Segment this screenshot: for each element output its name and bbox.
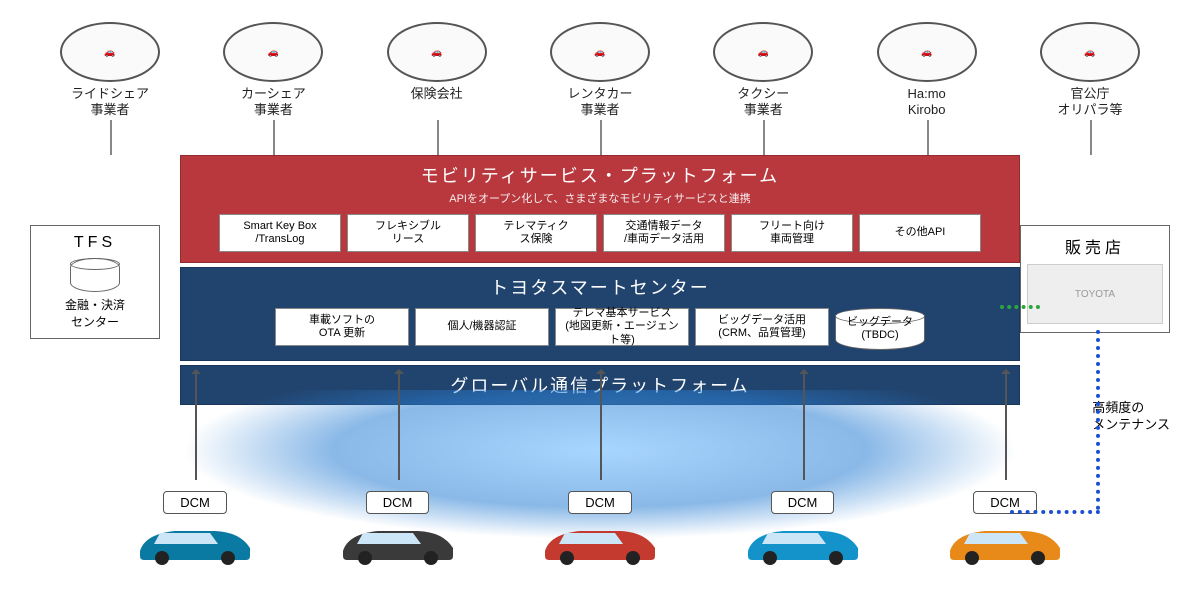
partner-label: レンタカー事業者 (567, 86, 632, 117)
side-dealer: 販売店 TOYOTA (1020, 225, 1170, 333)
api-pill: Smart Key Box/TransLog (219, 214, 341, 252)
vehicle: DCM (120, 491, 270, 566)
connector-line (927, 120, 929, 155)
partner-icon: 🚗 (713, 22, 813, 82)
db-icon (70, 258, 120, 292)
vehicle: DCM (525, 491, 675, 566)
api-pill: フレキシブルリース (347, 214, 469, 252)
maintenance-note: 高頻度のメンテナンス (1092, 400, 1170, 434)
car-icon (738, 516, 868, 566)
partner-oval: 🚗 カーシェア事業者 (203, 22, 343, 117)
dealer-heading: 販売店 (1027, 234, 1163, 258)
vehicle: DCM (728, 491, 878, 566)
layer-title: モビリティサービス・プラットフォーム (191, 162, 1009, 188)
partner-oval: 🚗 ライドシェア事業者 (40, 22, 180, 117)
arrow-to-dealer-blue (1096, 330, 1100, 510)
partner-oval: 🚗 官公庁オリパラ等 (1020, 22, 1160, 117)
service-pill: 個人/機器認証 (415, 308, 549, 346)
partner-oval: 🚗 タクシー事業者 (693, 22, 833, 117)
partner-label: Ha:moKirobo (907, 86, 945, 117)
dealer-image: TOYOTA (1027, 264, 1163, 324)
car-icon (535, 516, 665, 566)
partner-icon: 🚗 (1040, 22, 1140, 82)
vehicle: DCM (323, 491, 473, 566)
layer-subtitle: APIをオープン化して、さまざまなモビリティサービスと連携 (191, 190, 1009, 206)
partner-oval: 🚗 Ha:moKirobo (857, 22, 997, 117)
connector-line (1090, 120, 1092, 155)
dcm-badge: DCM (568, 491, 632, 514)
connector-line (110, 120, 112, 155)
layer-mobility-platform: モビリティサービス・プラットフォーム APIをオープン化して、さまざまなモビリテ… (180, 155, 1020, 263)
api-pill: その他API (859, 214, 981, 252)
layer-title: トヨタスマートセンター (191, 274, 1009, 300)
car-icon (940, 516, 1070, 566)
connector-line (763, 120, 765, 155)
arrow-to-dealer-blue-h (1010, 510, 1100, 514)
side-tfs: TFS 金融・決済センター (30, 225, 160, 339)
partner-label: 官公庁オリパラ等 (1057, 86, 1122, 117)
arrow-to-dealer-green (1000, 305, 1040, 309)
car-icon (130, 516, 260, 566)
uplink-arrow (600, 370, 602, 480)
partner-icon: 🚗 (550, 22, 650, 82)
partner-oval: 🚗 レンタカー事業者 (530, 22, 670, 117)
partner-icon: 🚗 (387, 22, 487, 82)
connector-line (273, 120, 275, 155)
partner-oval: 🚗 保険会社 (367, 22, 507, 117)
vehicle: DCM (930, 491, 1080, 566)
partner-icon: 🚗 (223, 22, 323, 82)
dcm-badge: DCM (366, 491, 430, 514)
connector-line (437, 120, 439, 155)
partner-label: ライドシェア事業者 (71, 86, 149, 117)
service-pill: テレマ基本サービス(地図更新・エージェント等) (555, 308, 689, 346)
car-icon (333, 516, 463, 566)
uplink-arrow (803, 370, 805, 480)
tfs-heading: TFS (37, 234, 153, 252)
partner-icon: 🚗 (60, 22, 160, 82)
api-pill: 交通情報データ/車両データ活用 (603, 214, 725, 252)
api-pill: フリート向け車両管理 (731, 214, 853, 252)
service-pill: ビッグデータ活用(CRM、品質管理) (695, 308, 829, 346)
cars-row: DCM DCM DCM DCM DCM (120, 491, 1080, 566)
partner-label: カーシェア事業者 (241, 86, 306, 117)
bigdata-db: ビッグデータ(TBDC) (835, 308, 925, 350)
layer-smart-center: トヨタスマートセンター 車載ソフトのOTA 更新個人/機器認証テレマ基本サービス… (180, 267, 1020, 361)
dcm-badge: DCM (771, 491, 835, 514)
uplink-arrow (398, 370, 400, 480)
dcm-badge: DCM (163, 491, 227, 514)
service-pill: 車載ソフトのOTA 更新 (275, 308, 409, 346)
tfs-body: 金融・決済センター (37, 296, 153, 330)
connector-line (600, 120, 602, 155)
partner-icon: 🚗 (877, 22, 977, 82)
partner-label: 保険会社 (411, 86, 463, 102)
uplink-arrow (1005, 370, 1007, 480)
blue-pills: 車載ソフトのOTA 更新個人/機器認証テレマ基本サービス(地図更新・エージェント… (191, 308, 1009, 350)
partner-label: タクシー事業者 (737, 86, 789, 117)
uplink-arrow (195, 370, 197, 480)
red-pills: Smart Key Box/TransLogフレキシブルリーステレマティクス保険… (191, 214, 1009, 252)
top-partners-row: 🚗 ライドシェア事業者🚗 カーシェア事業者🚗 保険会社🚗 レンタカー事業者🚗 タ… (40, 22, 1160, 117)
api-pill: テレマティクス保険 (475, 214, 597, 252)
